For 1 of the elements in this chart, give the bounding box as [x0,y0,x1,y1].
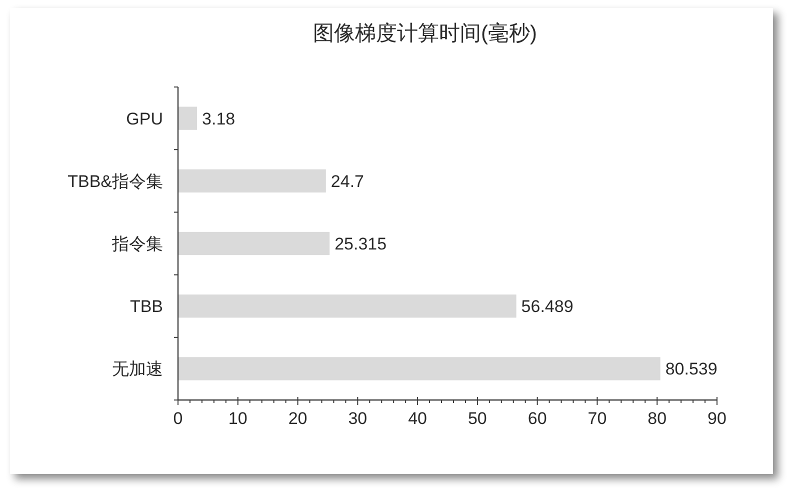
title: 图像梯度计算时间(毫秒) [313,22,537,45]
